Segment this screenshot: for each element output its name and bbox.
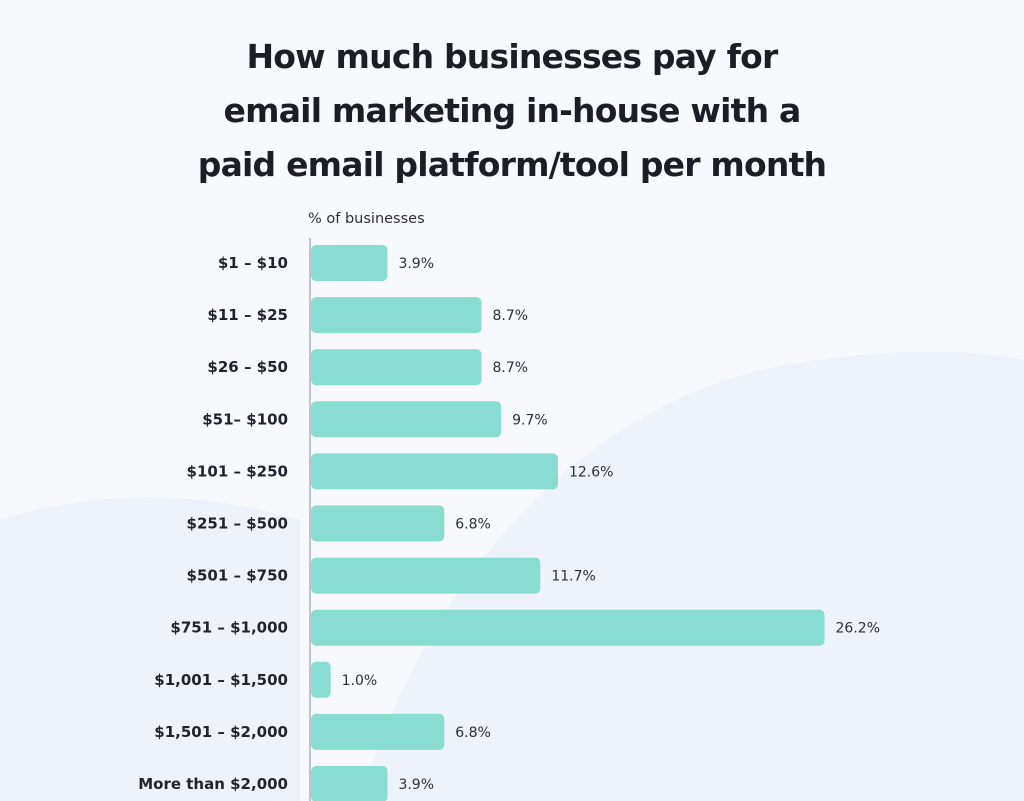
- background-wave-left: [0, 497, 300, 801]
- bar: [311, 245, 388, 281]
- category-label: $751 – $1,000: [170, 619, 288, 637]
- bar: [311, 297, 482, 334]
- bar: [311, 713, 445, 750]
- value-label: 6.8%: [455, 517, 491, 533]
- category-label: $1,501 – $2,000: [154, 723, 288, 741]
- chart-title-line-3: paid email platform/tool per month: [197, 145, 827, 184]
- value-label: 8.7%: [493, 360, 529, 376]
- x-axis-title: % of businesses: [308, 211, 425, 227]
- category-label: More than $2,000: [138, 775, 288, 793]
- bar: [311, 557, 541, 594]
- category-label: $501 – $750: [187, 567, 288, 585]
- category-label: $26 – $50: [207, 358, 288, 376]
- category-label: $251 – $500: [187, 515, 288, 533]
- value-label: 3.9%: [398, 256, 434, 272]
- bar: [311, 609, 825, 646]
- bar: [311, 349, 482, 386]
- value-label: 26.2%: [836, 621, 880, 637]
- bar: [311, 401, 502, 438]
- background-wave-right: [360, 351, 1024, 801]
- value-label: 8.7%: [493, 308, 529, 324]
- chart-title-line-1: How much businesses pay for: [246, 37, 778, 76]
- category-label: $101 – $250: [187, 462, 288, 480]
- category-label: $1 – $10: [218, 254, 288, 272]
- category-label: $1,001 – $1,500: [154, 671, 288, 689]
- bar: [311, 766, 388, 801]
- category-label: $11 – $25: [207, 306, 288, 324]
- bar: [311, 453, 558, 490]
- value-label: 12.6%: [569, 464, 613, 480]
- chart-title-line-2: email marketing in-house with a: [223, 91, 802, 130]
- category-label: $51– $100: [202, 410, 288, 428]
- bar: [311, 661, 331, 698]
- value-label: 6.8%: [455, 725, 491, 741]
- bar: [311, 505, 445, 542]
- value-label: 11.7%: [551, 569, 595, 585]
- chart-title: How much businesses pay for email market…: [112, 30, 912, 192]
- value-label: 9.7%: [512, 412, 548, 428]
- bars-group: $1 – $10 3.9% $11 – $25 8.7% $26 – $50 8.7% $5…: [138, 245, 880, 801]
- value-label: 1.0%: [342, 673, 378, 689]
- value-label: 3.9%: [398, 777, 434, 793]
